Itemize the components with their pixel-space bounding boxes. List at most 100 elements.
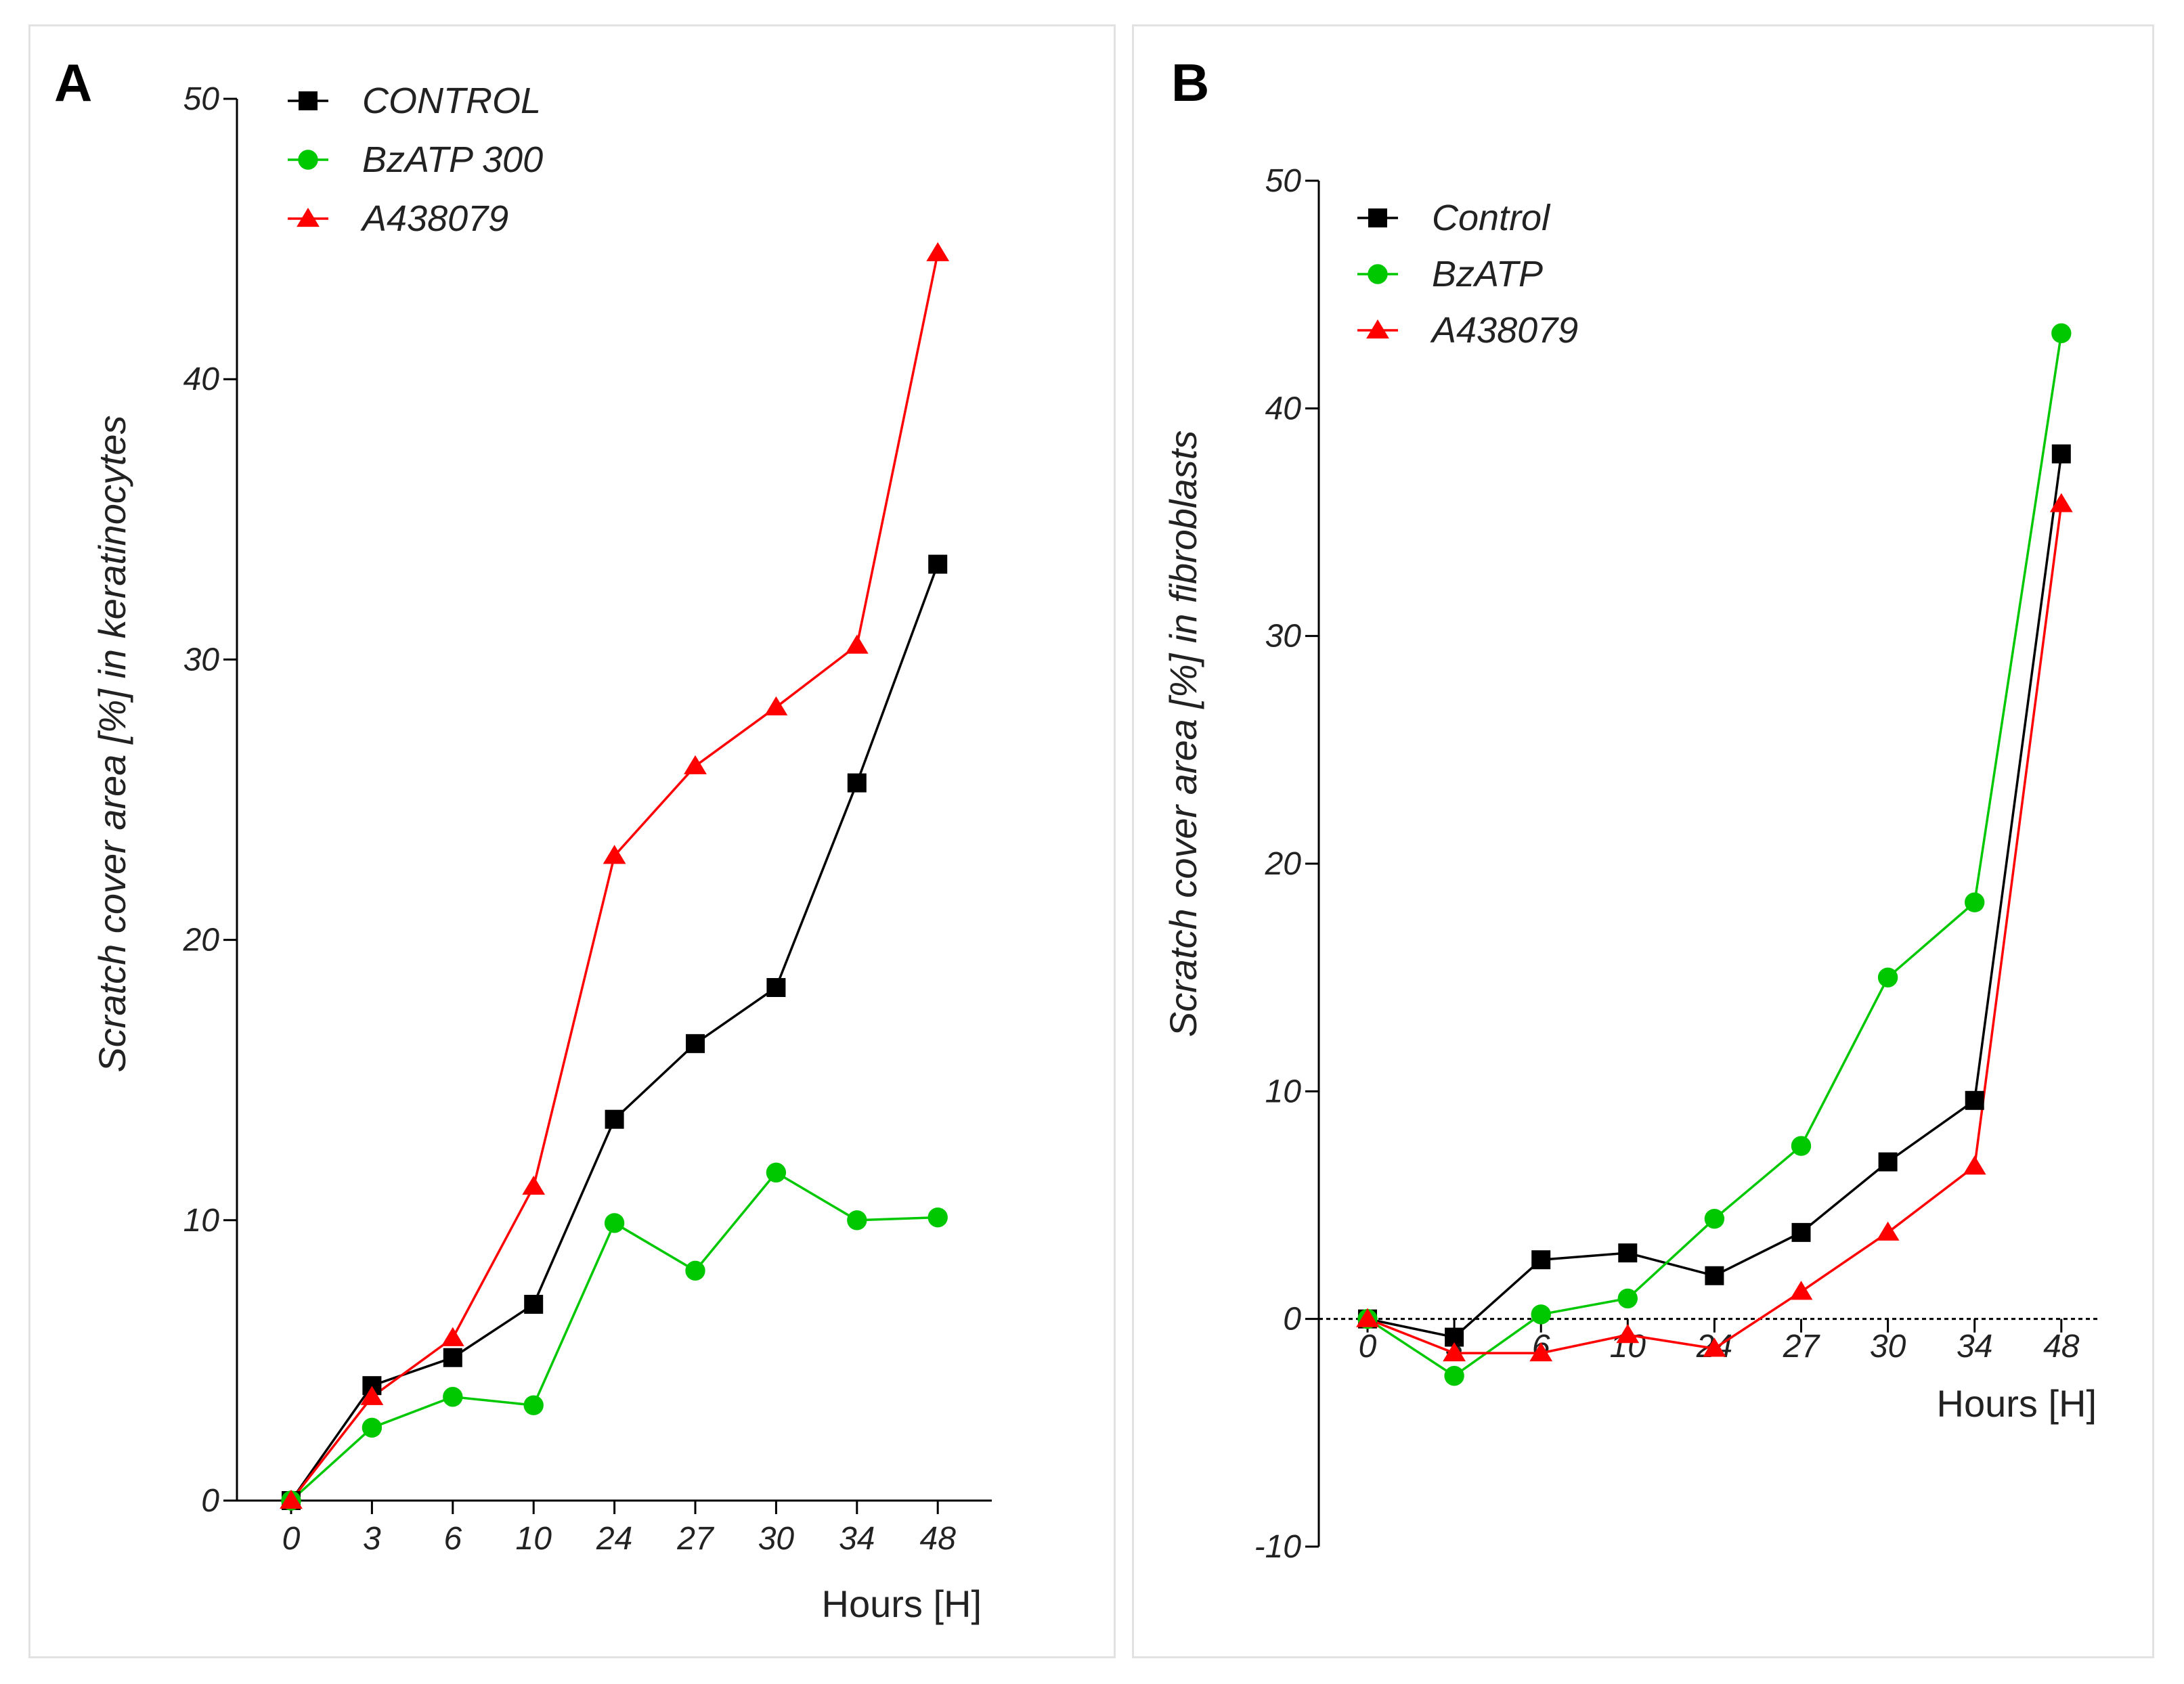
data-point	[2049, 493, 2073, 512]
data-point	[360, 1386, 384, 1405]
data-point	[1703, 1337, 1726, 1357]
x-tick-label: 48	[920, 1521, 957, 1557]
series-line-control	[1367, 453, 2063, 1339]
legend-label: BzATP 300	[362, 139, 543, 180]
legend-marker	[1366, 319, 1389, 339]
legend-label: CONTROL	[362, 81, 541, 121]
x-tick-label: 0	[282, 1521, 301, 1557]
data-point	[1705, 1266, 1724, 1285]
data-point	[362, 1417, 383, 1438]
y-tick-label: 0	[1283, 1302, 1301, 1337]
data-point	[1963, 1155, 1986, 1175]
data-point	[443, 1387, 463, 1407]
data-point	[847, 1210, 867, 1231]
data-point	[764, 696, 788, 715]
data-point	[1704, 1208, 1725, 1229]
y-tick-label: 40	[183, 361, 220, 397]
data-point	[522, 1175, 546, 1195]
legend-marker	[1368, 264, 1388, 284]
data-point	[927, 1207, 948, 1228]
x-tick-label: 27	[676, 1521, 715, 1557]
legend-label: BzATP	[1432, 254, 1543, 294]
y-axis-title: Scratch cover area [%] in fibroblasts	[1162, 430, 1204, 1037]
x-axis-title: Hours [H]	[822, 1582, 982, 1625]
legend-marker	[298, 150, 318, 170]
x-tick-label: 6	[443, 1521, 462, 1557]
y-tick-label: 30	[183, 642, 220, 678]
y-tick-label: 10	[1265, 1073, 1302, 1109]
x-tick-label: 10	[516, 1521, 552, 1557]
x-tick-label: 24	[596, 1521, 632, 1557]
data-point	[443, 1348, 462, 1367]
data-point	[1443, 1342, 1466, 1362]
data-point	[280, 1489, 303, 1509]
data-point	[1531, 1304, 1551, 1325]
data-point	[1965, 1090, 1984, 1110]
y-tick-label: 40	[1265, 391, 1302, 426]
data-point	[1444, 1366, 1464, 1386]
y-tick-label: 0	[201, 1483, 219, 1519]
data-point	[926, 242, 950, 261]
data-point	[2051, 444, 2071, 464]
legend-marker	[297, 207, 320, 227]
data-point	[847, 773, 867, 793]
y-tick-label: -10	[1254, 1529, 1302, 1565]
legend-label: Control	[1432, 198, 1551, 238]
y-tick-label: 20	[183, 923, 220, 958]
chart-svg-a: A 0 10 20 30 40 50 0 3 6 10 24 27 30 34 48 Hours [H] Scra…	[54, 53, 992, 1625]
series-line-control	[290, 563, 939, 1502]
data-point	[1617, 1288, 1638, 1309]
x-tick-label: 34	[839, 1521, 875, 1557]
data-point	[766, 1162, 787, 1183]
data-point	[603, 845, 626, 864]
legend-marker	[1368, 208, 1387, 227]
data-point	[1791, 1136, 1812, 1156]
data-point	[684, 755, 707, 774]
data-point	[604, 1213, 625, 1233]
data-point	[524, 1295, 544, 1314]
data-point	[1791, 1222, 1811, 1242]
x-tick-label: 27	[1783, 1329, 1821, 1365]
data-point	[1789, 1281, 1813, 1300]
data-point	[1531, 1250, 1551, 1270]
y-tick-label: 50	[1265, 163, 1302, 199]
data-point	[1965, 892, 1985, 912]
panel-letter: B	[1171, 53, 1209, 112]
data-point	[686, 1034, 705, 1053]
data-point	[605, 1109, 624, 1129]
data-point	[523, 1395, 544, 1415]
data-point	[2051, 323, 2072, 344]
x-tick-label: 48	[2043, 1329, 2080, 1365]
y-axis-title: Scratch cover area [%] in keratinocytes	[91, 415, 133, 1072]
chart-panel-b: B-1001020304050036102427303448Hours [H]S…	[1132, 24, 2154, 1658]
series-line-a438079	[290, 252, 939, 1502]
y-tick-label: 20	[1265, 846, 1302, 882]
panel-letter: A	[54, 53, 92, 112]
chart-panel-a: A 0 10 20 30 40 50 0 3 6 10 24 27 30 34 48 Hours [H] Scra…	[28, 24, 1116, 1658]
data-point	[441, 1327, 464, 1346]
data-point	[685, 1260, 705, 1281]
legend-label: A438079	[360, 198, 508, 239]
data-point	[1616, 1324, 1640, 1344]
x-tick-label: 30	[758, 1521, 795, 1557]
data-point	[766, 978, 786, 998]
legend-label: A438079	[1430, 310, 1578, 351]
data-point	[1618, 1243, 1638, 1263]
data-point	[1529, 1342, 1553, 1362]
legend-marker	[299, 91, 318, 110]
y-tick-label: 30	[1265, 619, 1302, 655]
y-tick-label: 50	[183, 81, 220, 117]
data-point	[1877, 967, 1898, 988]
x-axis-title: Hours [H]	[1937, 1382, 2097, 1425]
x-tick-label: 34	[1957, 1329, 1992, 1365]
data-point	[1876, 1221, 1900, 1241]
x-tick-label: 3	[363, 1521, 381, 1557]
data-point	[845, 634, 869, 654]
y-tick-label: 10	[183, 1203, 220, 1239]
x-tick-label: 30	[1870, 1329, 1906, 1365]
x-tick-label: 0	[1359, 1329, 1377, 1365]
chart-svg-b: B-1001020304050036102427303448Hours [H]S…	[1162, 53, 2097, 1565]
data-point	[1878, 1152, 1898, 1172]
data-point	[1356, 1308, 1379, 1327]
data-point	[928, 554, 948, 574]
